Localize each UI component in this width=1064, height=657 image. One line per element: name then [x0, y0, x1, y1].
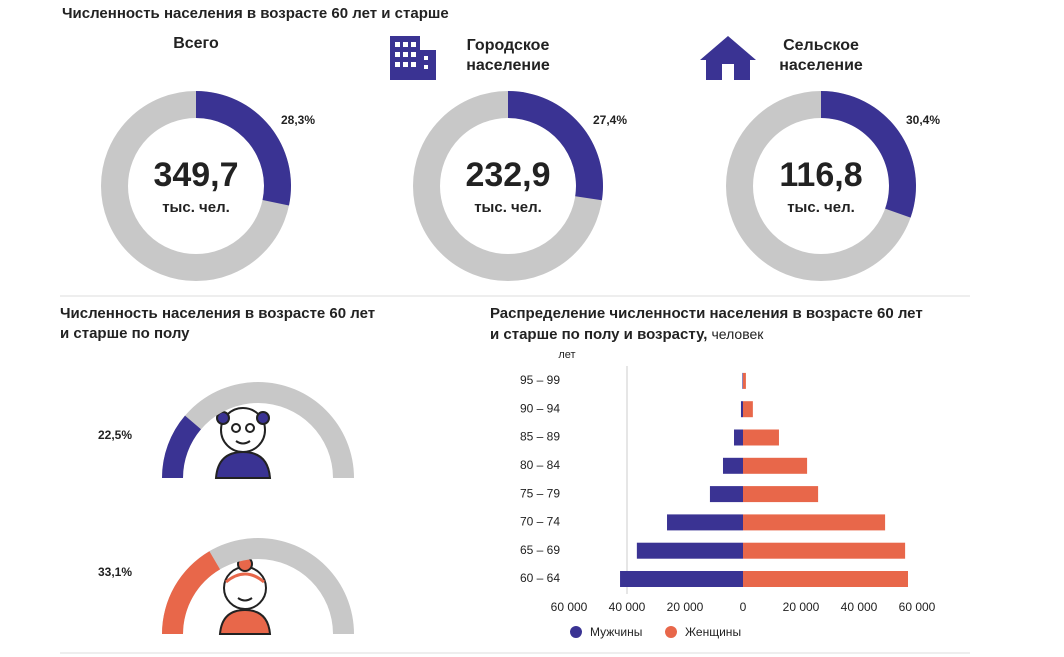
legend-label: Мужчины: [590, 625, 642, 639]
x-tick-label: 0: [740, 600, 747, 614]
bar: [667, 514, 743, 531]
x-tick-label: 60 000: [551, 600, 588, 614]
x-tick-label: 60 000: [899, 600, 936, 614]
value-label: 33,1%: [98, 565, 132, 579]
bar: [722, 457, 743, 474]
value-label: 30,4%: [906, 113, 940, 127]
donut-segment: [196, 91, 291, 206]
y-tick-label: 85 – 89: [520, 430, 560, 444]
bar: [743, 542, 906, 559]
bar: [636, 542, 743, 559]
bar: [742, 372, 743, 389]
y-tick-label: 60 – 64: [520, 571, 560, 585]
chart-title: Распределение численности населения в во…: [490, 305, 923, 343]
donut-total: 349,7: [153, 156, 238, 194]
donut-unit: тыс. чел.: [162, 199, 230, 216]
y-tick-label: 75 – 79: [520, 486, 560, 500]
donut-title: Городское население: [466, 37, 550, 74]
semi-segment: [162, 551, 221, 634]
value-label: 22,5%: [98, 428, 132, 442]
x-tick-label: 40 000: [841, 600, 878, 614]
semi-track: [162, 382, 354, 478]
x-tick-label: 40 000: [609, 600, 646, 614]
chart-subtitle: человек: [711, 326, 764, 342]
bar: [743, 486, 819, 503]
man-icon: [214, 407, 272, 479]
donut-unit: тыс. чел.: [787, 199, 855, 216]
y-tick-label: 90 – 94: [520, 401, 560, 415]
bar: [734, 429, 743, 446]
donut-segment: [508, 91, 603, 201]
legend-marker: [570, 626, 582, 638]
donut-title: Сельское население: [779, 37, 863, 74]
bar: [743, 514, 886, 531]
woman-icon: [218, 556, 272, 635]
bar: [620, 571, 743, 587]
y-tick-label: 80 – 84: [520, 458, 560, 472]
y-axis-label: лет: [558, 349, 575, 361]
legend-marker: [665, 626, 677, 638]
value-label: 27,4%: [593, 113, 627, 127]
bar: [743, 457, 808, 474]
y-tick-label: 65 – 69: [520, 543, 560, 557]
y-tick-label: 95 – 99: [520, 373, 560, 387]
bar: [743, 571, 909, 587]
semi-segment: [162, 415, 201, 478]
bar: [743, 401, 753, 418]
donut-total: 116,8: [779, 156, 862, 194]
x-tick-label: 20 000: [667, 600, 704, 614]
bar: [740, 401, 743, 418]
house-icon: [700, 36, 756, 80]
legend-label: Женщины: [685, 625, 741, 639]
page-title: Численность населения в возрасте 60 лет …: [62, 5, 449, 22]
bar: [709, 486, 743, 503]
x-tick-label: 20 000: [783, 600, 820, 614]
bar: [743, 429, 779, 446]
value-label: 28,3%: [281, 113, 315, 127]
building-icon: [390, 36, 436, 80]
donut-segment: [821, 91, 917, 218]
chart-title: Численность населения в возрасте 60 лет …: [60, 305, 376, 342]
donut-unit: тыс. чел.: [474, 199, 542, 216]
donut-total: 232,9: [465, 156, 550, 194]
bar: [743, 372, 746, 389]
y-tick-label: 70 – 74: [520, 515, 560, 529]
donut-title: Всего: [173, 35, 219, 52]
